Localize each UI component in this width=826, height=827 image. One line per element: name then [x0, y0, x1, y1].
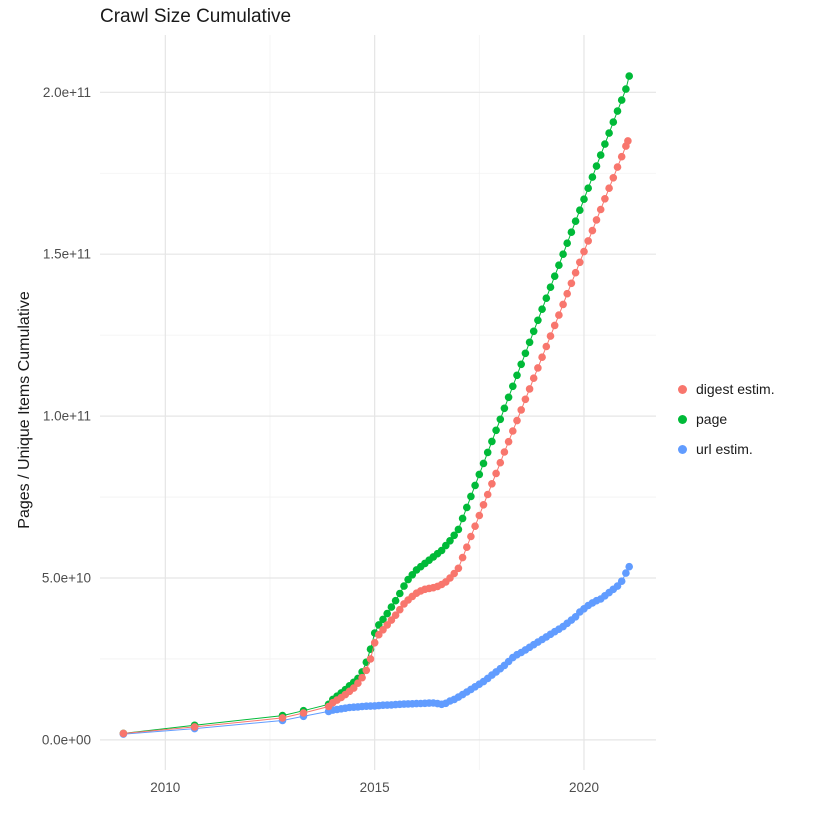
legend-item-page: page	[678, 411, 775, 427]
axis-tick-labels: 2010 2015 2020 0.0e+00 5.0e+10 1.0e+11 1.5e+11…	[42, 85, 599, 795]
legend-label-page: page	[696, 411, 728, 427]
svg-text:2020: 2020	[569, 780, 599, 795]
svg-text:1.0e+11: 1.0e+11	[43, 409, 91, 424]
legend-label-digest-estim: digest estim.	[696, 381, 775, 397]
legend-dot-url-estim	[678, 444, 687, 454]
legend-item-digest-estim: digest estim.	[678, 381, 775, 397]
legend-dot-page	[678, 414, 687, 424]
series-url-estim-	[119, 562, 633, 738]
series-page	[119, 72, 633, 738]
svg-text:1.5e+11: 1.5e+11	[43, 247, 91, 262]
legend-label-url-estim: url estim.	[696, 441, 753, 457]
legend: digest estim. page url estim.	[678, 381, 775, 457]
svg-text:2.0e+11: 2.0e+11	[43, 85, 91, 100]
y-axis-label: Pages / Unique Items Cumulative	[16, 291, 33, 529]
grid-major	[100, 35, 656, 770]
chart-title: Crawl Size Cumulative	[100, 6, 292, 27]
series-digest-estim-	[119, 137, 632, 738]
svg-text:2010: 2010	[150, 780, 180, 795]
legend-item-url-estim: url estim.	[678, 441, 775, 457]
svg-text:0.0e+00: 0.0e+00	[42, 732, 91, 747]
legend-dot-digest-estim	[678, 384, 687, 394]
svg-text:5.0e+10: 5.0e+10	[42, 570, 91, 585]
svg-text:2015: 2015	[360, 780, 390, 795]
grid-minor	[100, 35, 656, 770]
